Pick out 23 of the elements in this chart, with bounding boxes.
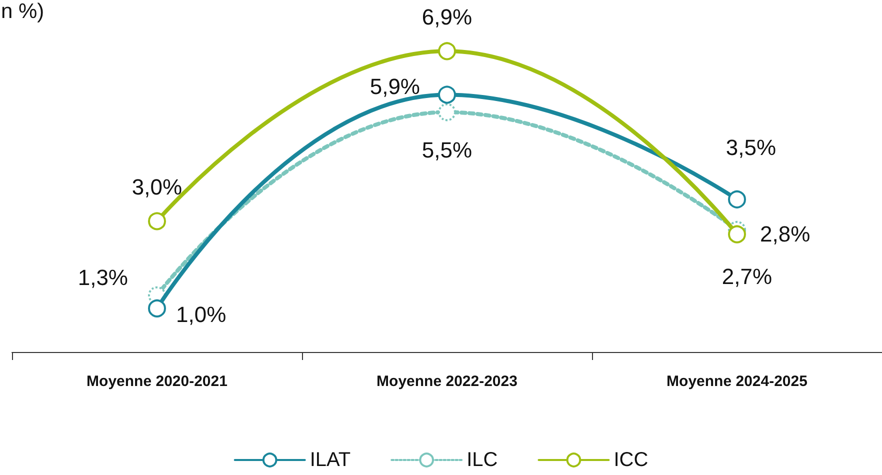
point — [728, 225, 746, 244]
data-label: 2,8% — [760, 221, 810, 246]
point — [438, 103, 456, 122]
x-tick-label: Moyenne 2024-2025 — [666, 373, 808, 390]
data-label: 1,0% — [176, 302, 226, 327]
point — [438, 86, 456, 104]
point — [148, 299, 166, 318]
x-tick-label: Moyenne 2020-2021 — [86, 373, 228, 390]
data-label: 1,3% — [78, 264, 128, 290]
data-label: 3,5% — [726, 134, 776, 160]
data-label: 6,9% — [422, 4, 472, 30]
data-label: 3,0% — [132, 174, 182, 200]
legend-label: ILAT — [310, 449, 351, 471]
point — [148, 212, 166, 230]
point — [438, 42, 456, 60]
data-label: 5,5% — [422, 138, 472, 163]
legend-label: ICC — [614, 449, 648, 471]
chart-title: n %) — [1, 0, 44, 23]
data-label: 5,9% — [370, 74, 420, 100]
data-label: 2,7% — [722, 264, 772, 289]
legend-label: ILC — [466, 449, 498, 471]
x-tick-label: Moyenne 2022-2023 — [376, 373, 518, 390]
point — [728, 190, 746, 208]
